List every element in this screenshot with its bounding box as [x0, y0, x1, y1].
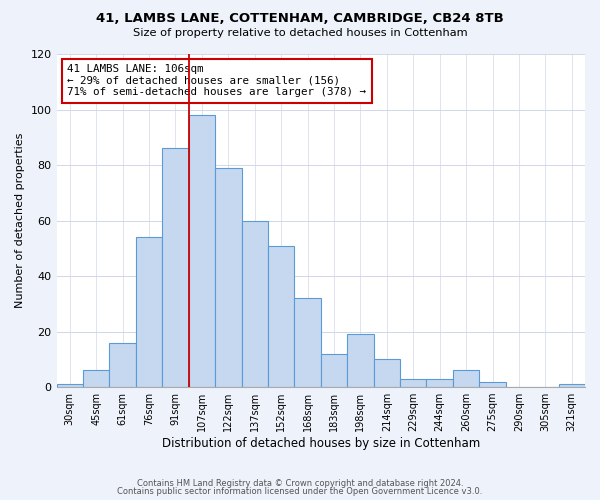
- Bar: [83, 370, 109, 387]
- Text: Contains public sector information licensed under the Open Government Licence v3: Contains public sector information licen…: [118, 487, 482, 496]
- Bar: [347, 334, 374, 387]
- X-axis label: Distribution of detached houses by size in Cottenham: Distribution of detached houses by size …: [161, 437, 480, 450]
- Bar: [559, 384, 585, 387]
- Bar: [56, 384, 83, 387]
- Bar: [242, 220, 268, 387]
- Text: Size of property relative to detached houses in Cottenham: Size of property relative to detached ho…: [133, 28, 467, 38]
- Bar: [427, 379, 453, 387]
- Bar: [109, 342, 136, 387]
- Text: 41 LAMBS LANE: 106sqm
← 29% of detached houses are smaller (156)
71% of semi-det: 41 LAMBS LANE: 106sqm ← 29% of detached …: [67, 64, 366, 97]
- Bar: [321, 354, 347, 387]
- Bar: [268, 246, 295, 387]
- Bar: [453, 370, 479, 387]
- Text: Contains HM Land Registry data © Crown copyright and database right 2024.: Contains HM Land Registry data © Crown c…: [137, 478, 463, 488]
- Bar: [400, 379, 427, 387]
- Bar: [188, 115, 215, 387]
- Bar: [215, 168, 242, 387]
- Bar: [136, 237, 162, 387]
- Bar: [295, 298, 321, 387]
- Bar: [374, 360, 400, 387]
- Y-axis label: Number of detached properties: Number of detached properties: [15, 133, 25, 308]
- Bar: [162, 148, 188, 387]
- Bar: [479, 382, 506, 387]
- Text: 41, LAMBS LANE, COTTENHAM, CAMBRIDGE, CB24 8TB: 41, LAMBS LANE, COTTENHAM, CAMBRIDGE, CB…: [96, 12, 504, 26]
